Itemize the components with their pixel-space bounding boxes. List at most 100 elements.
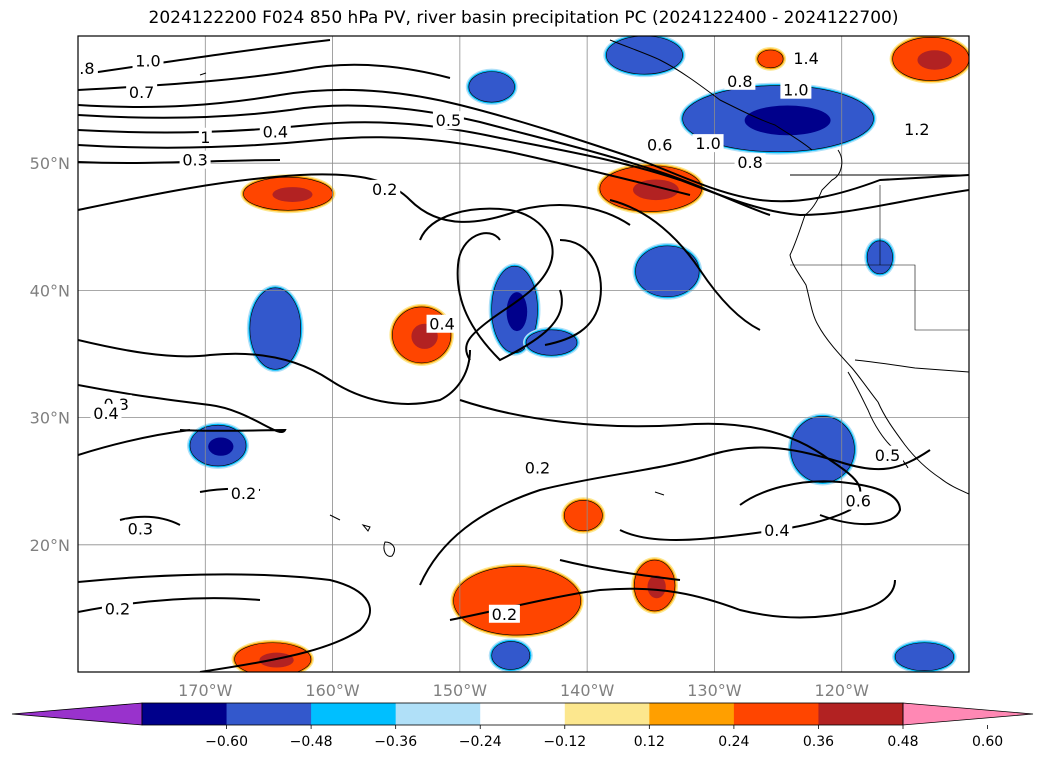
precip-core	[259, 652, 294, 668]
contour-label: 0.3	[182, 151, 207, 170]
colorbar-tick-label: −0.60	[205, 734, 248, 750]
colorbar: −0.60 −0.48 −0.36 −0.24 −0.12 0.12 0.24 0.36 0.4…	[11, 702, 1034, 750]
contour-label-bg	[179, 150, 211, 169]
contour-label: 1	[200, 128, 210, 147]
coastlines	[199, 39, 969, 557]
precip-region-positive	[754, 46, 787, 71]
contour-line	[419, 207, 554, 361]
contour-label-bg	[842, 491, 874, 510]
colorbar-tick-label: 0.12	[634, 734, 665, 750]
colorbar-segment	[142, 703, 228, 725]
colorbar-segment	[480, 703, 566, 725]
coastline-alaska-islands	[609, 39, 813, 151]
colorbar-extend-high	[902, 702, 1034, 726]
contour-label: 0.2	[105, 600, 130, 619]
precip-region-negative	[679, 82, 877, 155]
contour-label-bg	[761, 520, 793, 539]
precip-region-negative	[187, 422, 250, 469]
contour-label-bg	[369, 179, 401, 198]
precip-region-negative	[488, 638, 533, 672]
contour-label-bg	[790, 48, 822, 67]
contour-label: 0.5	[436, 111, 461, 130]
contour-label-bg	[259, 122, 291, 141]
precip-region-negative	[246, 284, 304, 373]
precip-main	[453, 566, 582, 636]
state-border-1	[790, 264, 969, 331]
contour-line	[739, 480, 902, 526]
colorbar-tick-label: 0.24	[718, 734, 749, 750]
contour-label: 1.4	[793, 49, 818, 68]
precip-main	[249, 287, 302, 370]
precip-region-positive	[389, 303, 454, 366]
contour-label-bg	[901, 120, 933, 139]
contour-label-bg	[124, 519, 156, 538]
colorbar-tick-label: −0.36	[374, 734, 417, 750]
contour-label: 0.8	[727, 72, 752, 91]
contour-label-bg	[644, 135, 676, 154]
colorbar-tick-label: −0.12	[543, 734, 586, 750]
precip-core	[208, 437, 234, 456]
precip-region-positive	[631, 557, 678, 614]
latitude-ticks: 50°N 40°N 30°N 20°N	[30, 154, 70, 555]
contour-label: 0.4	[764, 521, 789, 540]
contour-label-bg	[198, 127, 212, 146]
precip-region-negative	[892, 639, 957, 672]
precip-region-negative	[787, 413, 858, 486]
precip-region-positive	[889, 36, 969, 84]
precip-main	[605, 36, 683, 75]
lon-tick-label: 130°W	[687, 681, 742, 700]
contour-label: 0.8	[737, 153, 762, 172]
contour-label: 1.2	[904, 120, 929, 139]
contour-label: 0.4	[263, 123, 288, 142]
precip-core	[647, 575, 666, 599]
precip-core	[272, 187, 313, 202]
colorbar-segment	[226, 703, 312, 725]
contour-line	[449, 579, 896, 621]
lon-tick-label: 120°W	[815, 681, 870, 700]
contour-line	[459, 399, 862, 541]
colorbar-segment	[818, 703, 904, 725]
contour-label: 0.7	[129, 83, 154, 102]
contour-line	[119, 515, 181, 526]
plot-frame	[77, 35, 970, 673]
colorbar-tick-label: 0.60	[972, 734, 1003, 750]
chart-title: 2024122200 F024 850 hPa PV, river basin …	[148, 8, 899, 28]
precip-region-negative	[603, 36, 686, 78]
contour-label-bg	[78, 59, 98, 78]
lat-tick-label: 50°N	[30, 154, 70, 173]
coastline-north-america	[789, 149, 969, 495]
contour-label: 0.2	[492, 605, 517, 624]
lat-tick-label: 20°N	[30, 536, 70, 555]
contour-label-bg	[692, 134, 724, 153]
contour-label-bg	[432, 111, 464, 130]
colorbar-frame	[141, 702, 904, 726]
pv-contours	[78, 39, 969, 672]
contour-labels: 1.0 0.7 .8 0.4 0.3 1 0.2 0.5 0.6 1.0 0.8 0.8 1.0 1.4 1…	[78, 48, 933, 624]
gridlines	[78, 36, 969, 672]
contour-label: 0.2	[231, 484, 256, 503]
contour-line	[559, 559, 681, 581]
contour-label: .8	[79, 59, 94, 78]
contour-label: 1.0	[695, 134, 720, 153]
contour-label-bg	[426, 314, 458, 333]
precip-core	[744, 105, 831, 136]
colorbar-segment	[395, 703, 481, 725]
lat-tick-label: 40°N	[30, 281, 70, 300]
contour-label: 0.5	[875, 446, 900, 465]
contour-label-bg	[488, 604, 520, 623]
precip-region-positive	[450, 563, 584, 639]
precip-region-positive	[240, 174, 336, 214]
precip-main	[790, 416, 855, 483]
contour-line	[78, 173, 631, 226]
contour-label-bg	[522, 458, 554, 477]
contour-line	[78, 573, 371, 672]
contour-label-bg	[126, 83, 158, 102]
lon-tick-label: 160°W	[305, 681, 360, 700]
precip-main	[894, 642, 955, 672]
contour-label-bg	[101, 599, 133, 618]
precip-main	[563, 499, 603, 532]
border-us-mexico	[854, 359, 969, 373]
lon-tick-label: 150°W	[433, 681, 488, 700]
precip-main	[491, 641, 531, 670]
